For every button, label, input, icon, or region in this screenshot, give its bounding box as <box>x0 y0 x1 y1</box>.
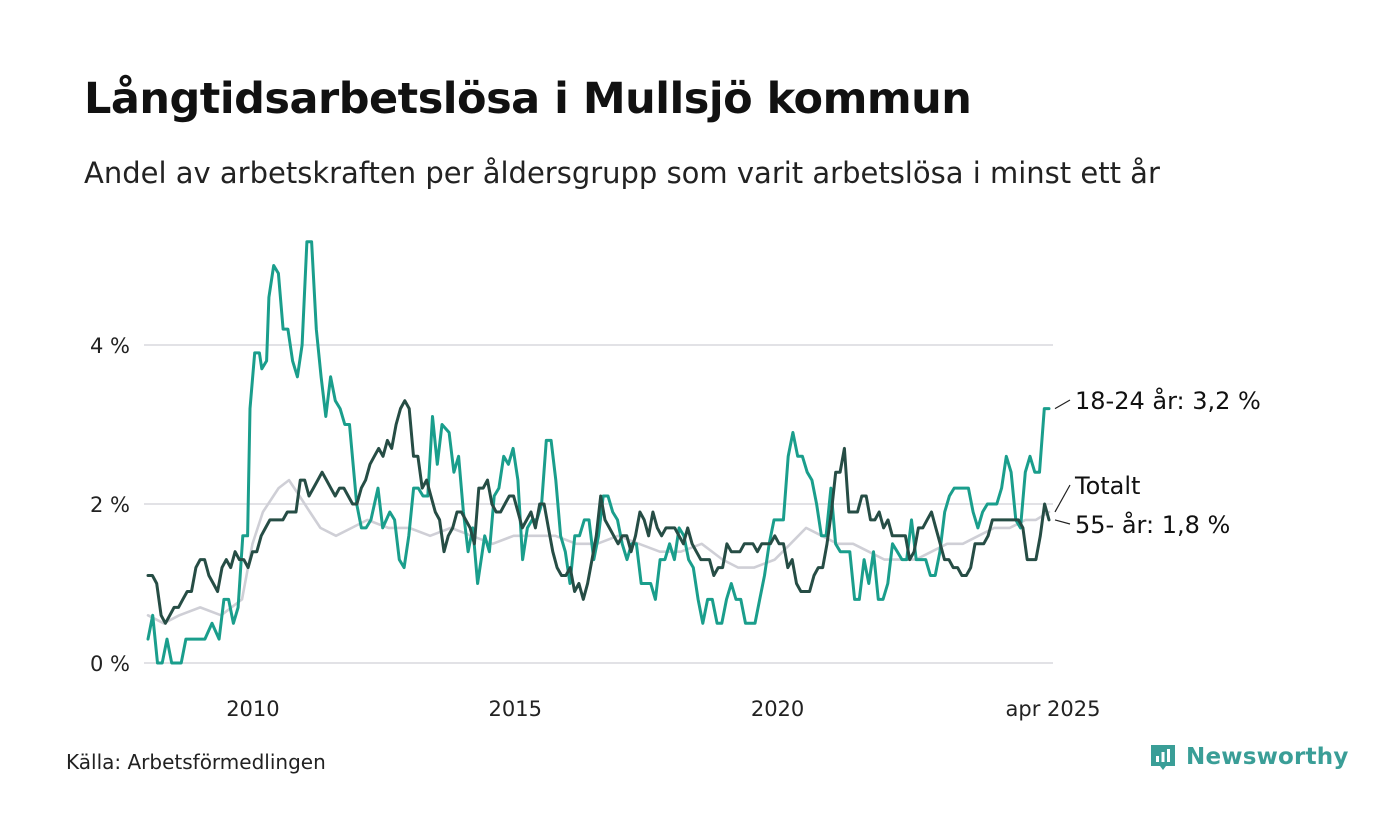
chart-title: Långtidsarbetslösa i Mullsjö kommun <box>84 74 972 124</box>
series-label-senior: 55- år: 1,8 % <box>1075 510 1230 539</box>
y-tick-label: 2 % <box>90 493 130 517</box>
x-tick-label: 2020 <box>751 697 804 721</box>
series-label-total: Totalt <box>1074 472 1140 500</box>
series-line-youth <box>146 240 1051 665</box>
brand-name: Newsworthy <box>1186 744 1349 770</box>
series-lines <box>146 240 1051 665</box>
brand[interactable]: Newsworthy <box>1148 742 1349 772</box>
x-axis-ticks: 2010 2015 2020 apr 2025 <box>226 697 1100 721</box>
newsworthy-logo-icon <box>1151 745 1175 770</box>
chart-subtitle: Andel av arbetskraften per åldersgrupp s… <box>84 156 1160 190</box>
label-connector <box>1054 484 1071 513</box>
x-tick-label: 2015 <box>489 697 542 721</box>
series-line-senior <box>146 399 1051 625</box>
y-axis-ticks: 0 % 2 % 4 % <box>90 334 130 676</box>
y-tick-label: 0 % <box>90 652 130 676</box>
series-label-youth: 18-24 år: 3,2 % <box>1075 386 1261 415</box>
x-tick-label: 2010 <box>226 697 279 721</box>
series-labels: Totalt 18-24 år: 3,2 % 55- år: 1,8 % <box>1054 386 1261 539</box>
source-note: Källa: Arbetsförmedlingen <box>66 750 326 774</box>
label-connector <box>1054 519 1071 525</box>
y-tick-label: 4 % <box>90 334 130 358</box>
x-tick-label: apr 2025 <box>1006 697 1101 721</box>
label-connector <box>1054 399 1071 410</box>
